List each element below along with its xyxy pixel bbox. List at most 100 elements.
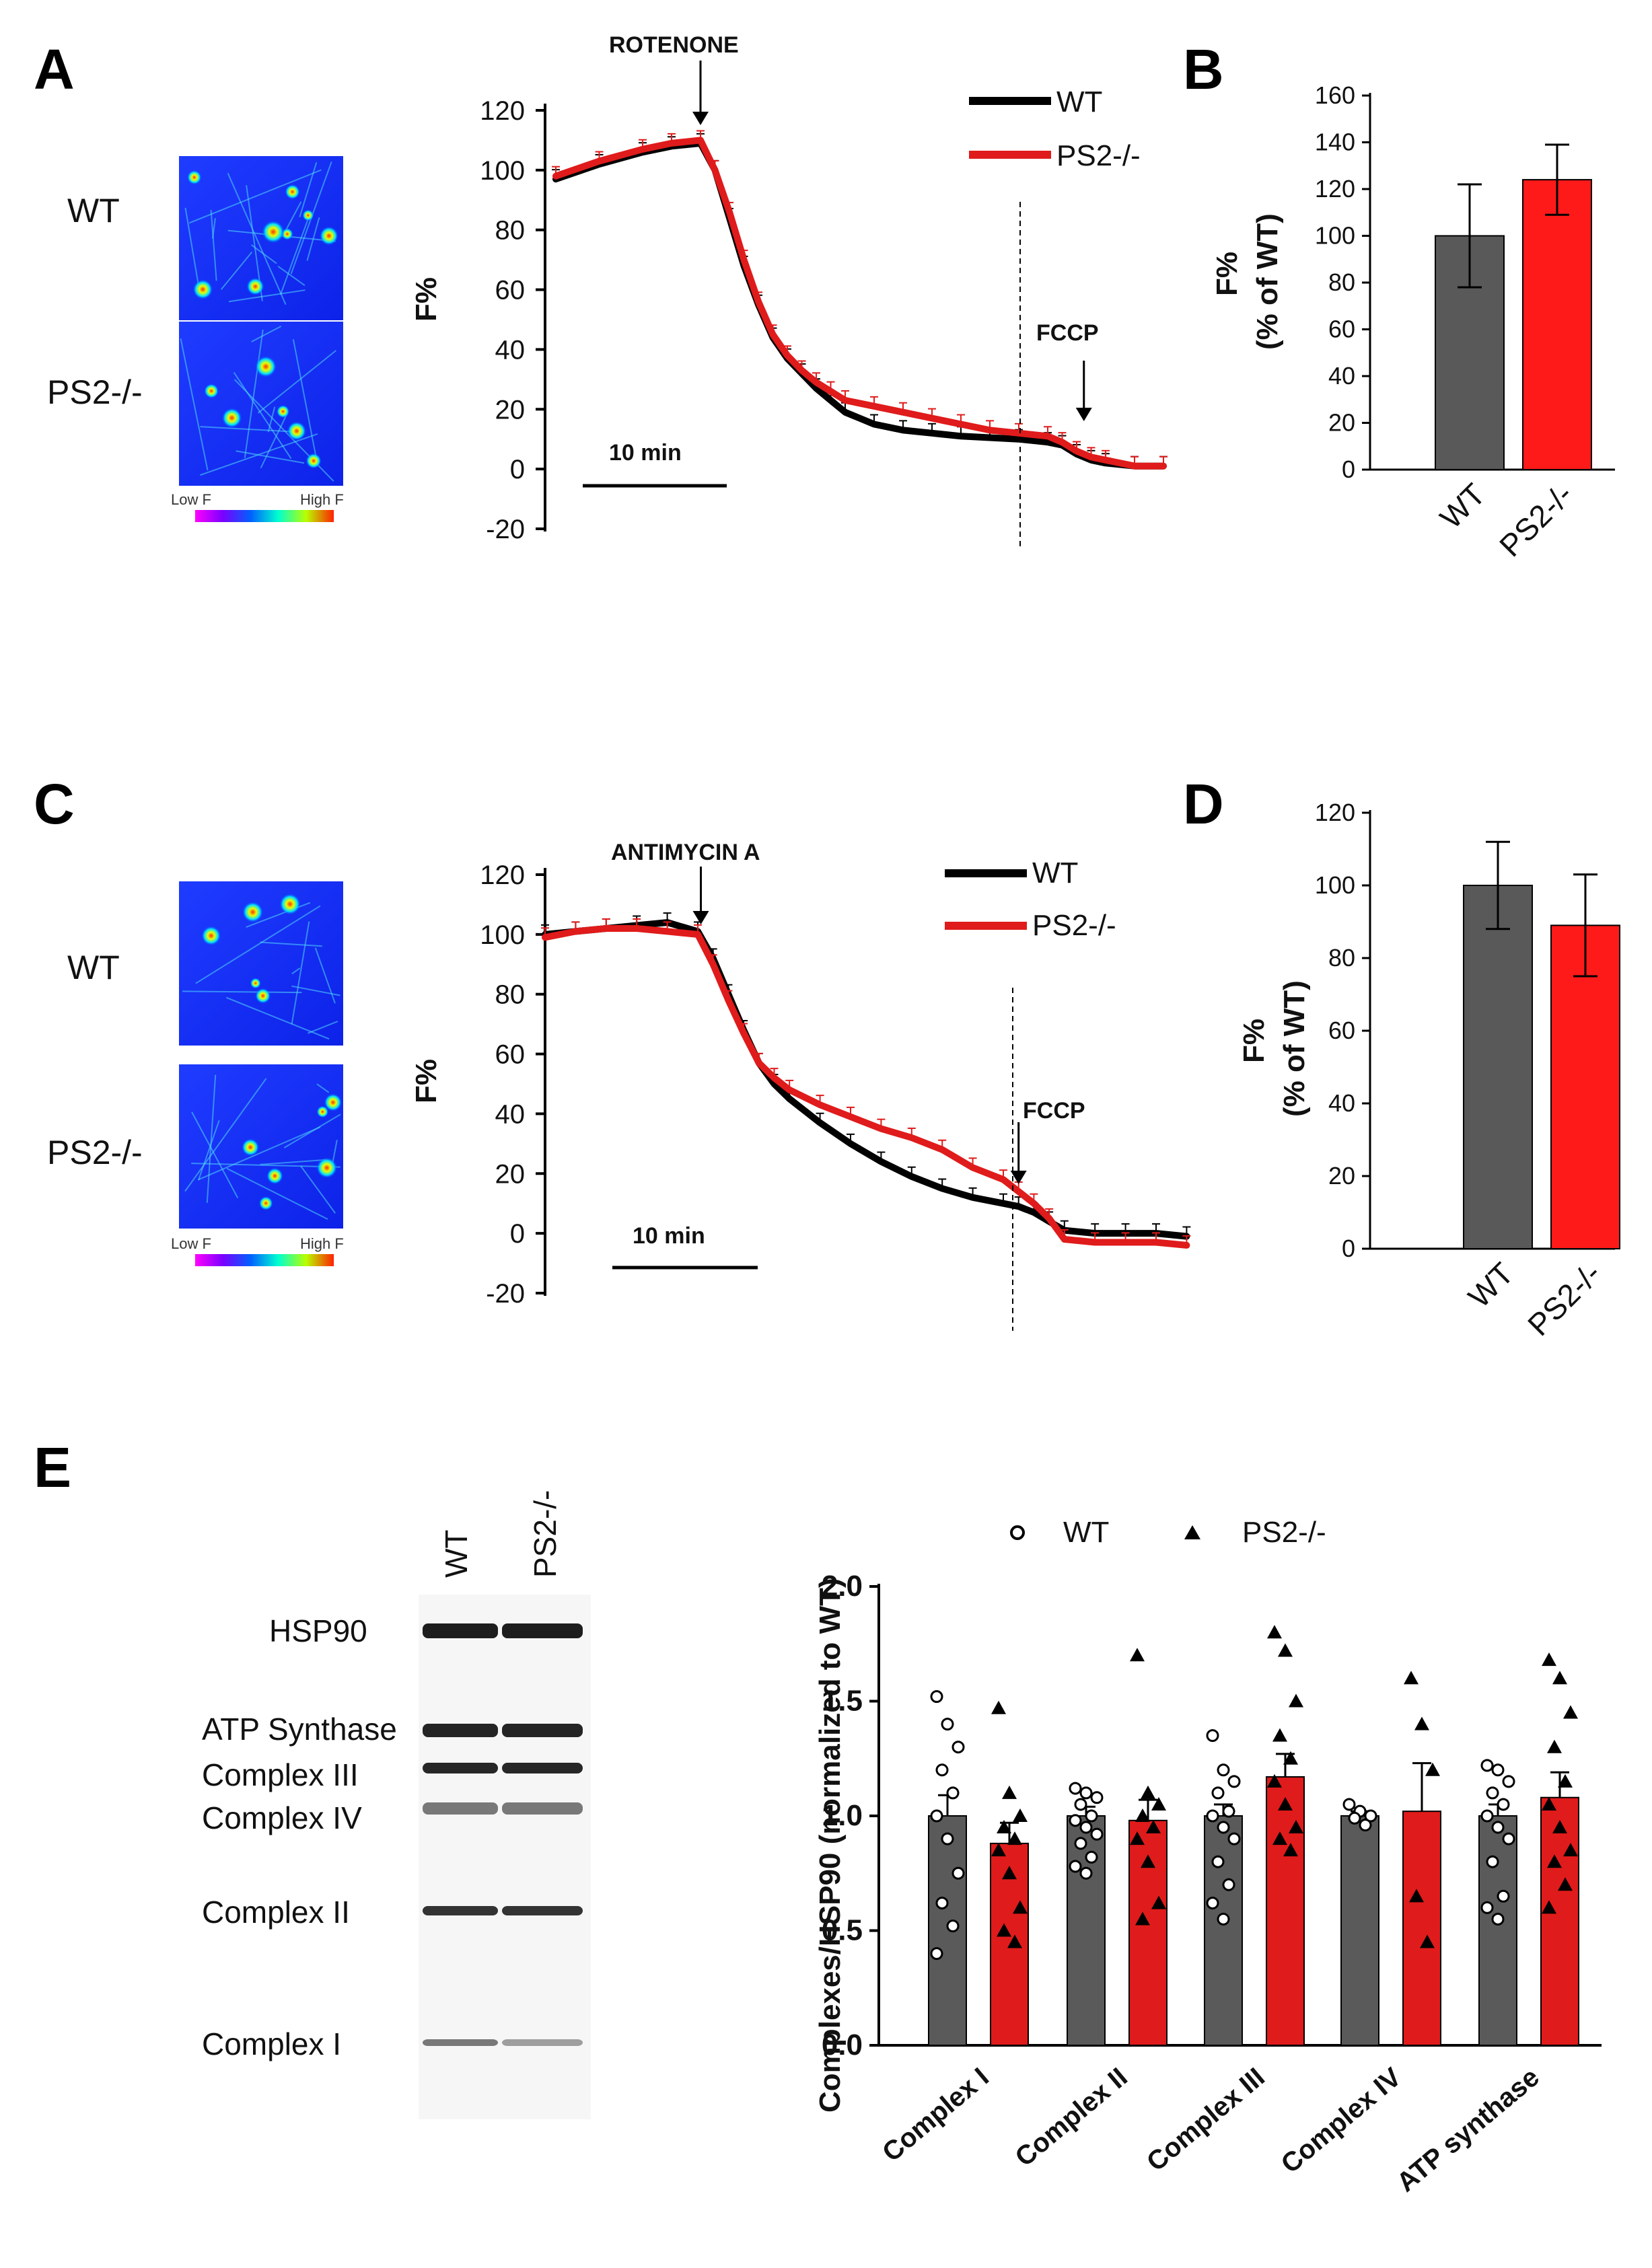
- image-label-ps2: PS2-/-: [47, 1134, 143, 1171]
- neurite: [197, 1126, 321, 1181]
- neurite: [280, 211, 312, 295]
- data-point-ps2: [1563, 1705, 1578, 1719]
- scale-bar-label: 10 min: [633, 1223, 705, 1249]
- y-tick-label: 20: [1328, 409, 1355, 437]
- neuron-soma: [246, 277, 264, 296]
- data-point-ps2: [997, 1820, 1011, 1834]
- bar-wt: [1067, 1815, 1106, 2046]
- data-point-ps2: [991, 1700, 1006, 1714]
- data-point-wt: [951, 1741, 965, 1754]
- neuron-soma: [255, 988, 271, 1004]
- panel-label-e: E: [34, 1436, 71, 1499]
- neuron-soma: [287, 421, 307, 441]
- data-point-wt: [930, 1690, 943, 1704]
- fccp-arrow-head: [1075, 408, 1092, 421]
- neurite: [306, 217, 320, 261]
- panel-label-a: A: [34, 38, 75, 101]
- neurite: [291, 967, 301, 975]
- y-tick-label: 80: [495, 980, 526, 1010]
- y-tick-label: 60: [495, 276, 526, 305]
- data-point-ps2: [1135, 1808, 1150, 1822]
- bar-ps2: [1550, 924, 1620, 1250]
- neuron-soma: [201, 926, 221, 946]
- data-point-wt: [941, 1718, 954, 1731]
- panel-label-d: D: [1183, 772, 1224, 836]
- data-point-wt: [1227, 1775, 1241, 1788]
- data-point-ps2: [1272, 1728, 1287, 1742]
- neurite: [228, 289, 306, 303]
- image-label-ps2: PS2-/-: [47, 373, 143, 411]
- x-category-label: PS2-/-: [1493, 476, 1579, 563]
- color-scale-low-a: Low F: [171, 491, 211, 508]
- blot-band: [502, 1906, 583, 1915]
- y-tick-label: 20: [495, 1159, 526, 1189]
- chart-c-trace: ANTIMYCIN A FCCP 10 min F% WT PS2-/- 120…: [410, 840, 1191, 1331]
- data-point-ps2: [1289, 1820, 1303, 1834]
- data-point-wt: [941, 1832, 954, 1845]
- neurite: [210, 209, 217, 281]
- y-tick-label: 120: [1315, 175, 1355, 203]
- y-tick-label: 100: [1315, 222, 1355, 250]
- data-point-wt: [1079, 1786, 1093, 1800]
- neuron-soma: [250, 978, 261, 989]
- x-category-label: Complex I: [877, 2062, 995, 2168]
- legend-wt-label: WT: [1032, 856, 1078, 889]
- data-point-wt: [1491, 1763, 1505, 1777]
- data-point-wt: [1074, 1837, 1087, 1850]
- annotation-fccp: FCCP: [1023, 1098, 1085, 1124]
- neurite: [299, 161, 318, 217]
- neurite: [292, 339, 318, 461]
- y-tick-label: 160: [1315, 81, 1355, 109]
- bar-ps2: [1402, 1810, 1441, 2046]
- data-point-wt: [1480, 1901, 1494, 1914]
- neurite: [225, 996, 330, 1040]
- legend-wt-marker: [1010, 1525, 1025, 1540]
- neurite: [233, 372, 292, 460]
- annotation-drug: ANTIMYCIN A: [611, 840, 760, 865]
- neuron-soma: [285, 184, 300, 200]
- data-point-ps2: [1141, 1785, 1155, 1799]
- data-point-wt: [1217, 1912, 1230, 1926]
- color-scale-bar-a: [195, 510, 334, 522]
- y-tick-label: 100: [1315, 871, 1355, 899]
- x-category-label: WT: [1433, 476, 1492, 535]
- neuron-soma: [316, 1157, 338, 1179]
- data-point-wt: [935, 1897, 949, 1910]
- neurite: [267, 406, 276, 433]
- data-point-wt: [1085, 1850, 1098, 1864]
- neuron-soma: [279, 893, 301, 915]
- neurite: [260, 412, 288, 469]
- neuron-soma: [255, 355, 277, 377]
- data-point-ps2: [1151, 1895, 1166, 1909]
- neurite: [191, 1163, 340, 1168]
- data-point-wt: [946, 1786, 960, 1800]
- data-point-ps2: [1002, 1866, 1017, 1880]
- neuron-soma: [262, 220, 285, 244]
- data-point-ps2: [1278, 1643, 1293, 1657]
- bar-wt: [1340, 1815, 1379, 2046]
- y-tick-label: 140: [1315, 129, 1355, 156]
- drug-arrow-head: [692, 911, 709, 924]
- data-point-ps2: [1542, 1652, 1556, 1667]
- data-point-ps2: [1013, 1900, 1028, 1914]
- series-line-wt: [552, 139, 1167, 470]
- annotation-drug: ROTENONE: [609, 32, 739, 58]
- data-point-ps2: [1002, 1785, 1017, 1799]
- neurite: [180, 338, 209, 471]
- neurite: [260, 1159, 326, 1165]
- panel-label-b: B: [1183, 38, 1224, 101]
- data-point-ps2: [1272, 1831, 1287, 1845]
- neurite: [251, 326, 282, 342]
- chart-d-bar: F% (% of WT) 120 100 80 60 40 20 0 WT PS2-/-: [1237, 799, 1620, 1342]
- color-scale-bar-c: [195, 1254, 334, 1266]
- blot-band: [423, 1724, 498, 1737]
- data-point-ps2: [991, 1843, 1006, 1857]
- chart-e-bar: Complexes/HSP90 (normalized to WT) WT PS…: [814, 1516, 1602, 2198]
- band-label-atp-synthase: ATP Synthase: [202, 1712, 397, 1747]
- data-point-ps2: [1558, 1877, 1573, 1891]
- neurite: [184, 1078, 267, 1192]
- data-point-wt: [1074, 1798, 1087, 1811]
- legend-ps2-label: PS2-/-: [1056, 139, 1141, 172]
- data-point-ps2: [1267, 1625, 1282, 1639]
